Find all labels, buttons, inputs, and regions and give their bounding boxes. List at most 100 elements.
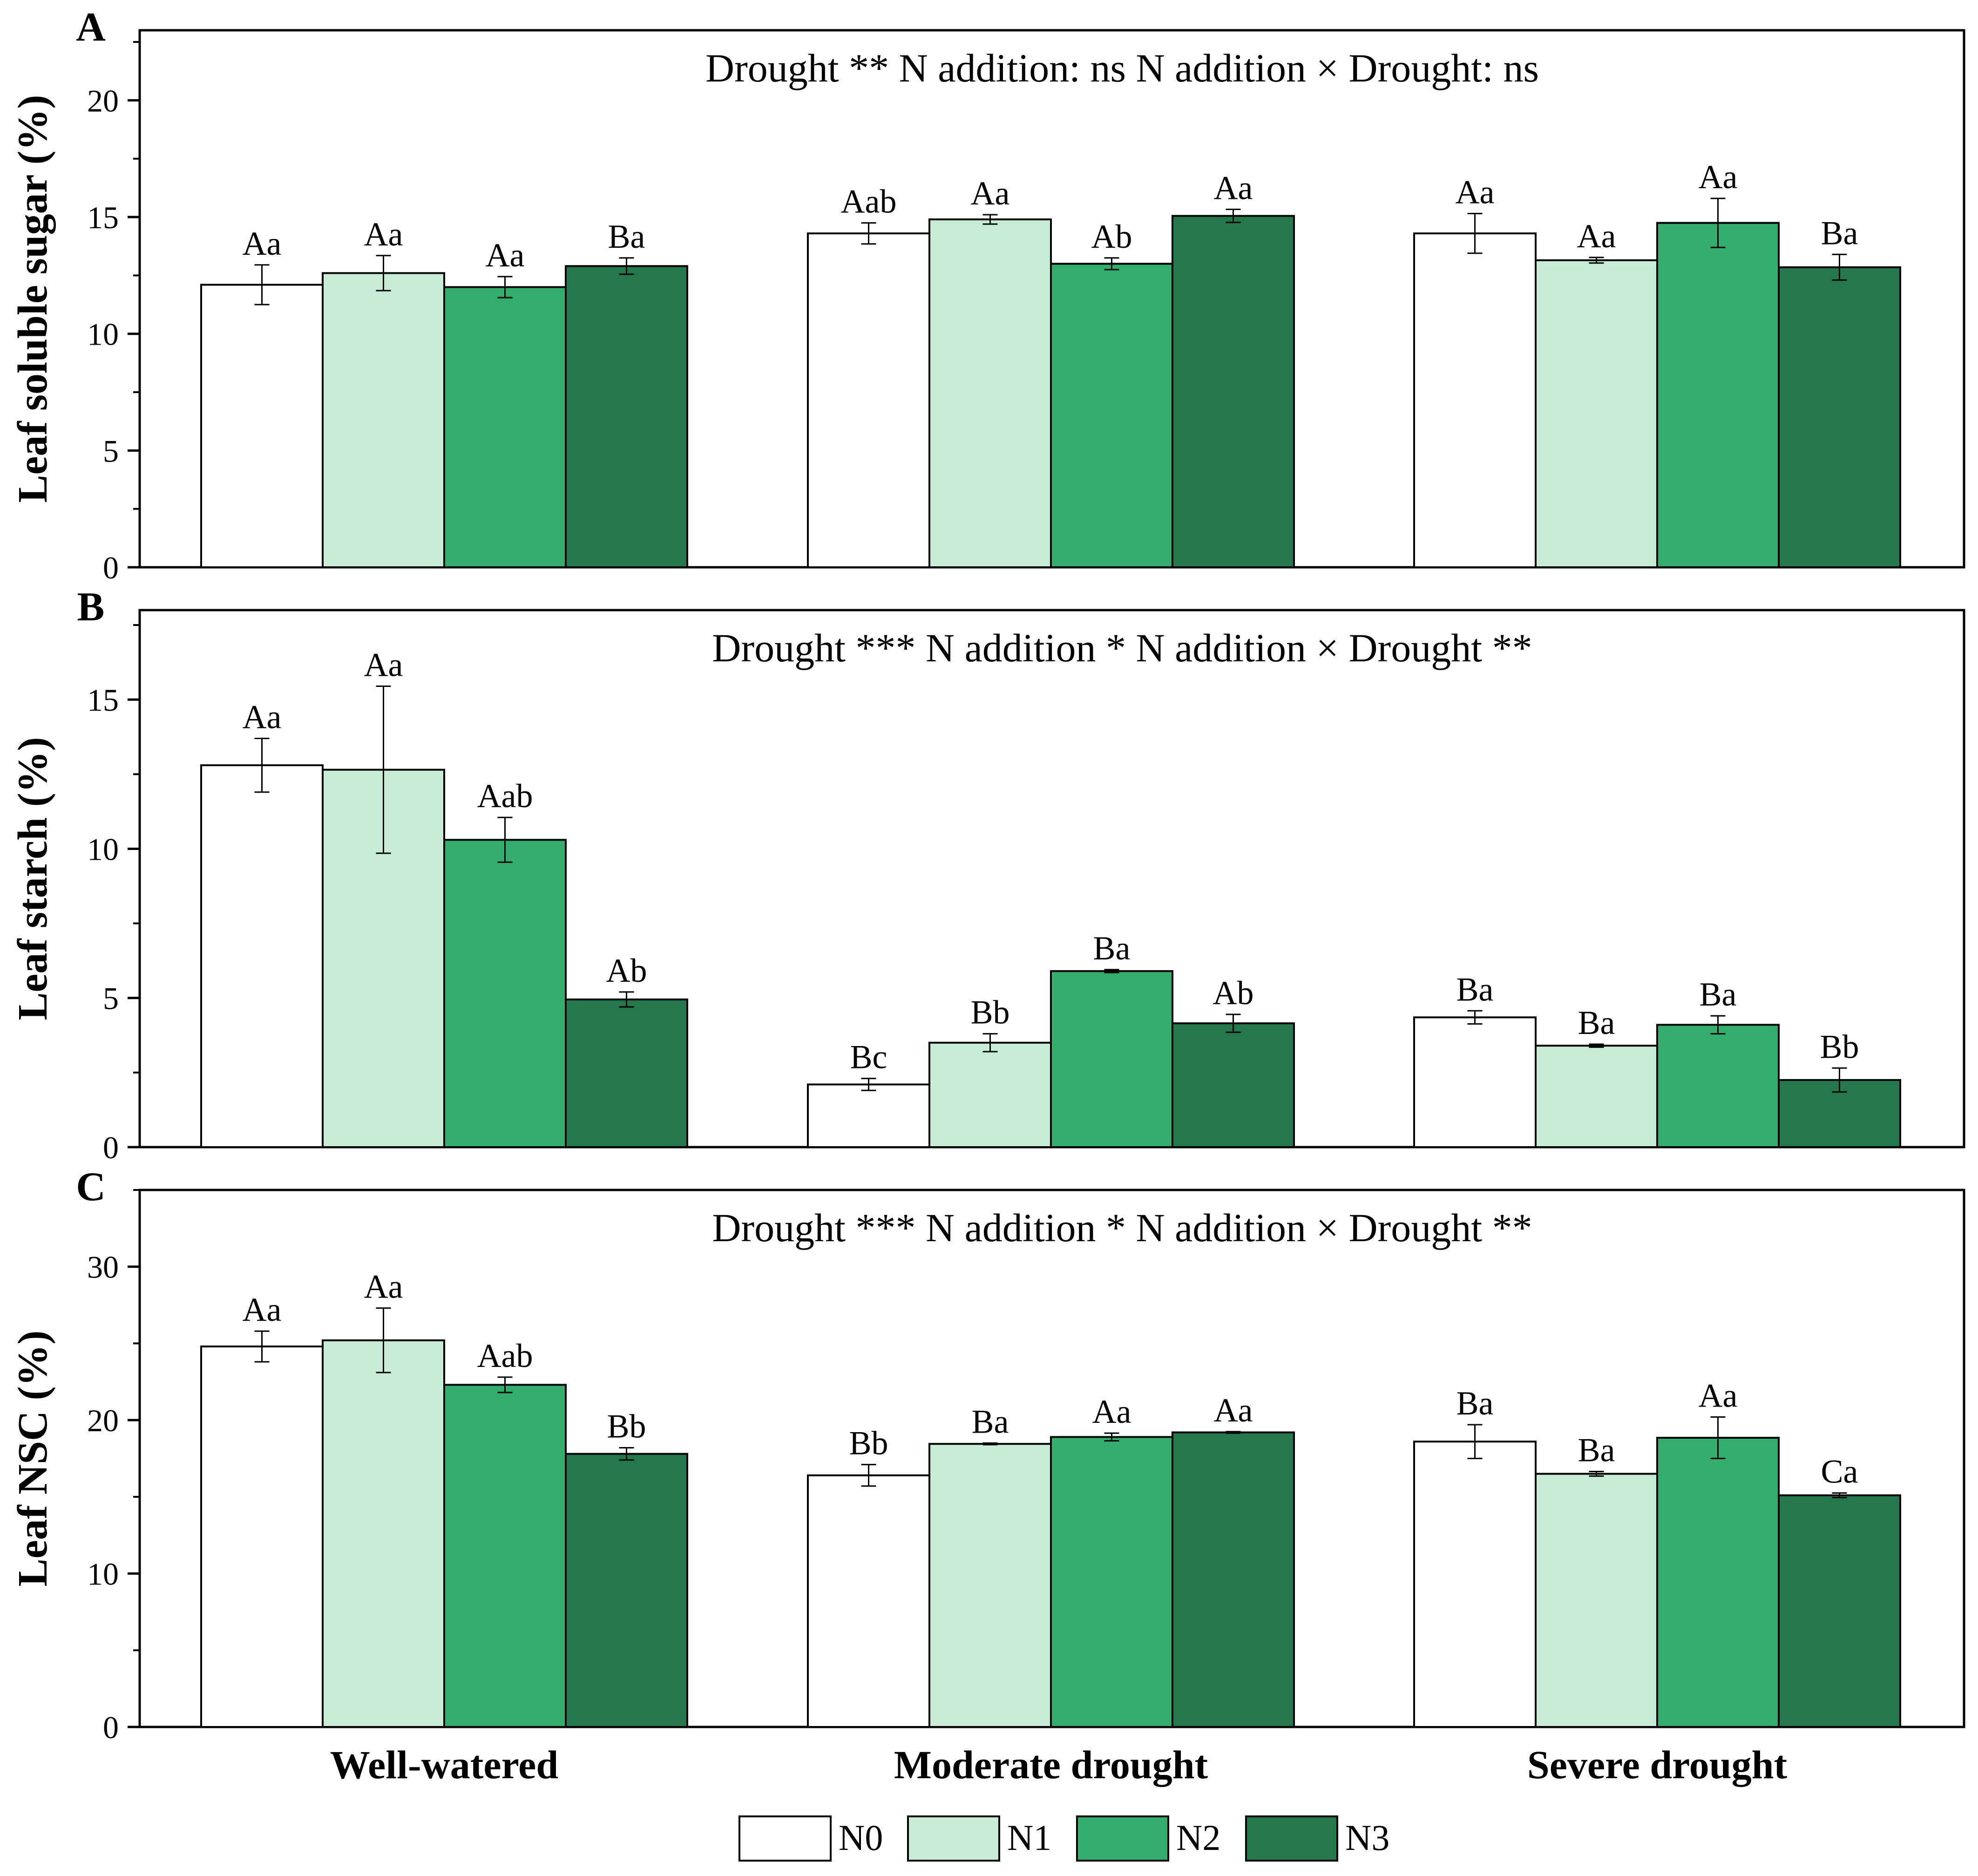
panel-letter: A — [76, 5, 106, 50]
bar-n2 — [443, 839, 567, 1148]
significance-label: Ba — [1821, 214, 1858, 251]
significance-label: Aa — [364, 216, 403, 253]
x-category-label: Severe drought — [1527, 1742, 1788, 1787]
y-tick-label: 10 — [87, 317, 119, 352]
bar-n1 — [928, 218, 1052, 568]
y-tick-label: 0 — [103, 1710, 119, 1745]
bar-n3 — [565, 1453, 688, 1728]
panel-c: 0 10 20 30 Leaf NSC (%) C Drought *** N additi… — [10, 1164, 1965, 1745]
significance-label: Aab — [477, 777, 533, 815]
significance-label: Bb — [1820, 1028, 1859, 1065]
panel-a: 0 5 10 15 20 Leaf soluble sugar (%) A Drought *… — [10, 5, 1965, 585]
significance-label: Aa — [1092, 1393, 1131, 1430]
legend-label: N1 — [1007, 1817, 1051, 1858]
bar-n3 — [1778, 1494, 1901, 1728]
y-axis-label: Leaf NSC (%) — [10, 1331, 56, 1587]
y-tick-label: 15 — [87, 200, 119, 235]
panel-b: 0 5 10 15 Leaf starch (%) B Drought *** N addi… — [10, 585, 1965, 1165]
y-tick-label: 0 — [103, 1130, 119, 1165]
legend-label: N0 — [839, 1817, 883, 1858]
significance-label: Ba — [1578, 1004, 1615, 1041]
y-tick-label: 10 — [87, 1557, 119, 1592]
x-category-label: Moderate drought — [894, 1742, 1208, 1787]
significance-label: Ba — [1456, 971, 1494, 1008]
bar-n2 — [1656, 1024, 1780, 1149]
significance-label: Bb — [849, 1425, 888, 1462]
bar-n2 — [443, 286, 567, 568]
significance-label: Aa — [243, 225, 282, 262]
y-tick-label: 20 — [87, 1403, 119, 1438]
bar-n2 — [443, 1384, 567, 1728]
legend-label: N2 — [1176, 1817, 1220, 1858]
bar-n1 — [928, 1041, 1052, 1149]
bar-n3 — [1172, 1431, 1295, 1728]
bar-n0 — [1413, 1441, 1537, 1728]
bar-n1 — [1535, 259, 1658, 568]
significance-label: Aa — [1214, 1392, 1253, 1429]
stats-annotation: Drought ** N addition: ns N addition × D… — [705, 46, 1539, 90]
y-tick-label: 20 — [87, 83, 119, 118]
bar-n1 — [928, 1443, 1052, 1728]
significance-label: Bb — [607, 1407, 646, 1445]
bar-n3 — [1172, 1022, 1295, 1148]
bar-n0 — [807, 1474, 930, 1728]
bar-n3 — [565, 265, 688, 568]
significance-label: Aa — [243, 698, 282, 735]
significance-label: Ba — [1456, 1385, 1494, 1422]
bar-n0 — [200, 284, 324, 568]
significance-label: Ba — [1578, 1432, 1615, 1469]
significance-label: Ca — [1821, 1453, 1858, 1490]
y-tick-label: 5 — [103, 433, 119, 469]
y-tick-label: 30 — [87, 1250, 119, 1285]
bar-n1 — [1535, 1045, 1658, 1149]
bar-n2 — [1050, 1436, 1173, 1728]
panel-letter: B — [77, 585, 105, 630]
bar-n0 — [1413, 232, 1537, 569]
legend-label: N3 — [1345, 1817, 1389, 1858]
significance-label: Ab — [606, 952, 647, 989]
bar-n3 — [1778, 266, 1901, 568]
bar-n1 — [1535, 1473, 1658, 1728]
significance-label: Ba — [972, 1403, 1009, 1441]
significance-label: Aa — [364, 1268, 403, 1305]
legend: N0 N1 N2 N3 — [738, 1815, 1389, 1862]
bar-n2 — [1050, 970, 1173, 1149]
y-tick-label: 15 — [87, 682, 119, 718]
significance-label: Ba — [1093, 930, 1131, 967]
legend-swatch-n0 — [738, 1815, 832, 1862]
significance-label: Aa — [1456, 174, 1495, 211]
stats-annotation: Drought *** N addition * N addition × Dr… — [712, 625, 1532, 670]
significance-label: Aab — [477, 1337, 533, 1374]
significance-label: Aa — [486, 237, 525, 274]
significance-label: Aa — [364, 646, 403, 683]
significance-label: Aa — [1699, 158, 1738, 196]
significance-label: Ab — [1213, 974, 1254, 1012]
significance-label: Bb — [970, 994, 1009, 1031]
bar-n3 — [1172, 215, 1295, 569]
significance-label: Aa — [1214, 170, 1253, 207]
bar-n2 — [1656, 222, 1780, 568]
legend-swatch-n2 — [1076, 1815, 1169, 1862]
bar-n0 — [807, 1083, 930, 1149]
significance-label: Ba — [608, 218, 645, 255]
bar-n1 — [322, 272, 445, 568]
y-axis-label: Leaf starch (%) — [10, 737, 56, 1020]
bar-n3 — [565, 998, 688, 1149]
significance-label: Ba — [1700, 976, 1737, 1013]
y-tick-label: 0 — [103, 550, 119, 585]
y-tick-label: 5 — [103, 981, 119, 1016]
legend-swatch-n1 — [907, 1815, 1000, 1862]
significance-label: Aab — [841, 183, 897, 220]
significance-label: Aa — [1699, 1377, 1738, 1414]
bar-n0 — [807, 232, 930, 569]
y-tick-label: 10 — [87, 831, 119, 867]
significance-label: Aa — [1577, 218, 1616, 255]
significance-label: Aa — [971, 175, 1010, 212]
significance-label: Aa — [243, 1291, 282, 1328]
bar-n1 — [322, 1339, 445, 1728]
y-axis-label: Leaf soluble sugar (%) — [10, 95, 56, 503]
significance-label: Ab — [1091, 218, 1132, 255]
stats-annotation: Drought *** N addition * N addition × Dr… — [712, 1205, 1532, 1250]
bar-n0 — [1413, 1016, 1537, 1149]
